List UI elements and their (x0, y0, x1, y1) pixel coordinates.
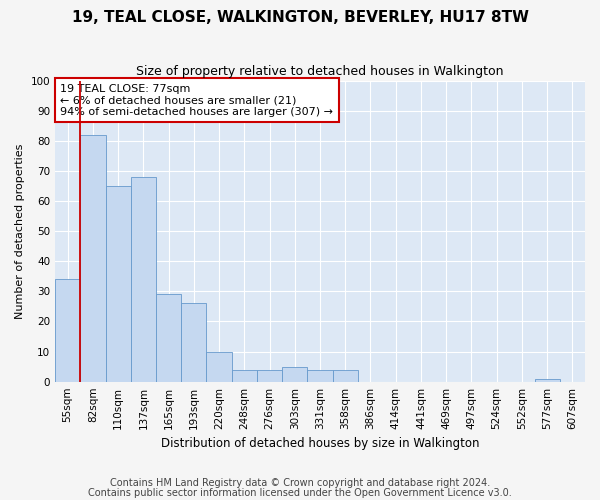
Bar (307, 370, 332, 382)
X-axis label: Distribution of detached houses by size in Walkington: Distribution of detached houses by size … (161, 437, 479, 450)
Y-axis label: Number of detached properties: Number of detached properties (15, 144, 25, 319)
Bar (55, 280, 80, 382)
Bar (80, 135, 106, 382)
Bar (232, 370, 257, 382)
Bar (332, 370, 358, 382)
Bar (156, 294, 181, 382)
Text: 19 TEAL CLOSE: 77sqm
← 6% of detached houses are smaller (21)
94% of semi-detach: 19 TEAL CLOSE: 77sqm ← 6% of detached ho… (61, 84, 334, 117)
Bar (206, 352, 232, 382)
Bar (282, 366, 307, 382)
Title: Size of property relative to detached houses in Walkington: Size of property relative to detached ho… (136, 65, 504, 78)
Text: Contains public sector information licensed under the Open Government Licence v3: Contains public sector information licen… (88, 488, 512, 498)
Bar (106, 186, 131, 382)
Bar (181, 304, 206, 382)
Bar (257, 370, 282, 382)
Text: Contains HM Land Registry data © Crown copyright and database right 2024.: Contains HM Land Registry data © Crown c… (110, 478, 490, 488)
Bar (535, 378, 560, 382)
Bar (131, 177, 156, 382)
Text: 19, TEAL CLOSE, WALKINGTON, BEVERLEY, HU17 8TW: 19, TEAL CLOSE, WALKINGTON, BEVERLEY, HU… (71, 10, 529, 25)
